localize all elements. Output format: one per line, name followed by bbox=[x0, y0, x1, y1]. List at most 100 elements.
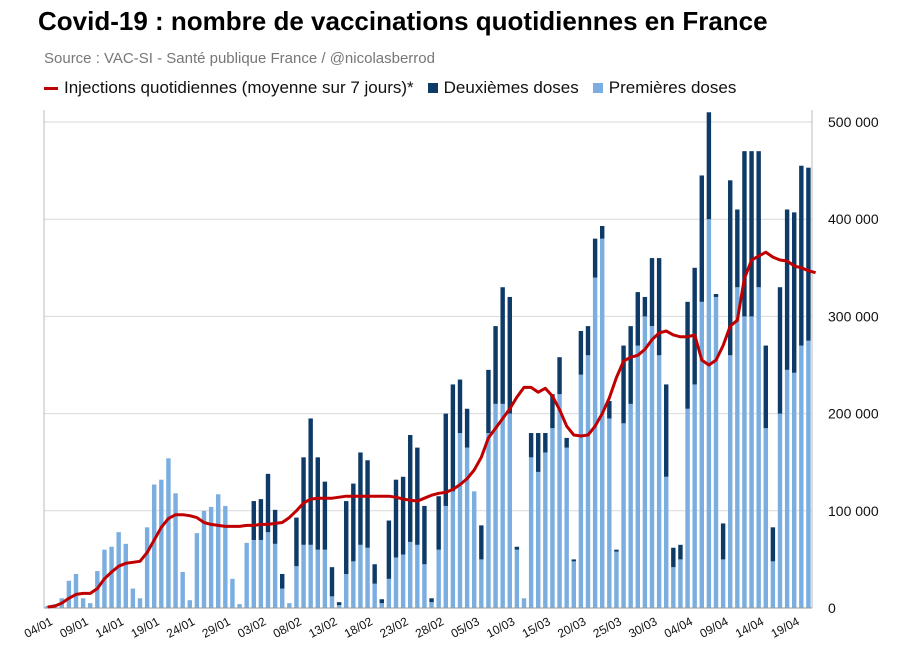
bar-second-dose bbox=[272, 509, 278, 544]
bar-second-dose bbox=[301, 457, 306, 545]
bar-second-dose bbox=[265, 473, 271, 533]
bar-second-dose bbox=[692, 267, 697, 385]
y-tick-label: 400 000 bbox=[828, 211, 879, 227]
bar-second-dose bbox=[486, 369, 491, 434]
bar-first-dose bbox=[272, 543, 278, 608]
bar-second-dose bbox=[400, 476, 406, 555]
bar-second-dose bbox=[294, 517, 299, 567]
legend-square-swatch bbox=[592, 83, 603, 93]
bar-first-dose bbox=[521, 598, 527, 608]
bar-first-dose bbox=[685, 408, 690, 608]
bar-first-dose bbox=[543, 452, 548, 608]
bar-first-dose bbox=[365, 547, 370, 608]
x-tick-label: 09/04 bbox=[697, 614, 730, 641]
x-tick-label: 14/01 bbox=[93, 614, 126, 641]
bar-first-dose bbox=[635, 345, 640, 608]
bar-second-dose bbox=[528, 433, 534, 458]
bar-second-dose bbox=[493, 326, 498, 404]
bar-second-dose bbox=[329, 567, 335, 597]
bar-second-dose bbox=[635, 292, 640, 346]
bar-second-dose bbox=[386, 520, 392, 579]
bar-first-dose bbox=[45, 606, 50, 608]
bar-first-dose bbox=[450, 491, 456, 608]
bar-second-dose bbox=[450, 384, 456, 492]
bar-second-dose bbox=[685, 301, 690, 409]
bar-first-dose bbox=[464, 447, 470, 608]
bar-first-dose bbox=[550, 428, 555, 608]
bar-first-dose bbox=[152, 484, 157, 608]
bar-first-dose bbox=[237, 604, 242, 608]
bar-second-dose bbox=[585, 326, 591, 356]
bar-second-dose bbox=[336, 602, 342, 606]
bar-first-dose bbox=[422, 564, 427, 608]
bar-first-dose bbox=[621, 423, 626, 608]
bar-first-dose bbox=[287, 603, 292, 608]
bar-first-dose bbox=[173, 493, 178, 608]
x-tick-label: 13/02 bbox=[306, 614, 339, 641]
legend-line-swatch bbox=[44, 86, 58, 90]
bar-first-dose bbox=[315, 549, 320, 608]
bar-second-dose bbox=[699, 175, 704, 302]
x-tick-label: 24/01 bbox=[164, 614, 197, 641]
legend-item-avg: Injections quotidiennes (moyenne sur 7 j… bbox=[44, 78, 414, 98]
bar-first-dose bbox=[80, 598, 86, 608]
x-tick-label: 10/03 bbox=[484, 614, 517, 641]
bar-second-dose bbox=[251, 501, 256, 540]
bar-second-dose bbox=[479, 525, 484, 560]
bar-first-dose bbox=[109, 546, 114, 608]
bar-second-dose bbox=[770, 527, 776, 562]
bar-second-dose bbox=[763, 345, 768, 429]
y-tick-label: 500 000 bbox=[828, 114, 879, 130]
bar-first-dose bbox=[656, 355, 662, 608]
bar-first-dose bbox=[706, 219, 712, 608]
bar-second-dose bbox=[500, 287, 505, 404]
bar-first-dose bbox=[742, 316, 747, 608]
bar-first-dose bbox=[379, 603, 384, 608]
bar-first-dose bbox=[479, 559, 484, 608]
x-tick-label: 25/03 bbox=[591, 614, 624, 641]
bar-second-dose bbox=[578, 330, 584, 375]
bar-first-dose bbox=[557, 394, 562, 608]
bar-first-dose bbox=[223, 505, 228, 608]
bar-first-dose bbox=[159, 479, 164, 608]
bar-first-dose bbox=[600, 238, 605, 608]
bar-first-dose bbox=[386, 578, 392, 608]
bar-first-dose bbox=[728, 355, 733, 608]
bar-second-dose bbox=[315, 457, 320, 550]
bar-second-dose bbox=[592, 238, 598, 278]
bar-first-dose bbox=[678, 559, 683, 608]
legend-item-first: Premières doses bbox=[592, 78, 737, 98]
bar-first-dose bbox=[792, 372, 797, 608]
bar-second-dose bbox=[415, 447, 420, 545]
x-tick-label: 08/02 bbox=[271, 614, 304, 641]
bar-second-dose bbox=[792, 212, 797, 373]
bar-second-dose bbox=[777, 287, 783, 414]
bar-second-dose bbox=[322, 481, 328, 550]
bar-first-dose bbox=[507, 413, 512, 608]
bar-second-dose bbox=[358, 452, 363, 545]
x-tick-label: 14/04 bbox=[733, 614, 766, 641]
y-tick-label: 100 000 bbox=[828, 503, 879, 519]
y-tick-label: 0 bbox=[828, 600, 836, 616]
series-line-moving-average bbox=[47, 250, 817, 609]
bar-second-dose bbox=[671, 547, 676, 568]
bar-first-dose bbox=[756, 287, 761, 608]
x-tick-label: 30/03 bbox=[626, 614, 659, 641]
bar-second-dose bbox=[742, 151, 747, 317]
bar-first-dose bbox=[777, 413, 783, 608]
bar-first-dose bbox=[415, 544, 420, 608]
bar-second-dose bbox=[728, 180, 733, 356]
bar-second-dose bbox=[614, 549, 619, 552]
bar-first-dose bbox=[486, 433, 491, 608]
bar-first-dose bbox=[301, 544, 306, 608]
bar-first-dose bbox=[66, 580, 72, 608]
bar-second-dose bbox=[649, 258, 655, 327]
bar-first-dose bbox=[308, 544, 313, 608]
chart-subtitle: Source : VAC-SI - Santé publique France … bbox=[44, 50, 435, 67]
bar-first-dose bbox=[351, 561, 356, 608]
bar-second-dose bbox=[664, 384, 669, 477]
legend: Injections quotidiennes (moyenne sur 7 j… bbox=[44, 78, 750, 98]
legend-label-first: Premières doses bbox=[608, 78, 737, 97]
bar-first-dose bbox=[130, 588, 136, 608]
bar-first-dose bbox=[806, 340, 811, 608]
